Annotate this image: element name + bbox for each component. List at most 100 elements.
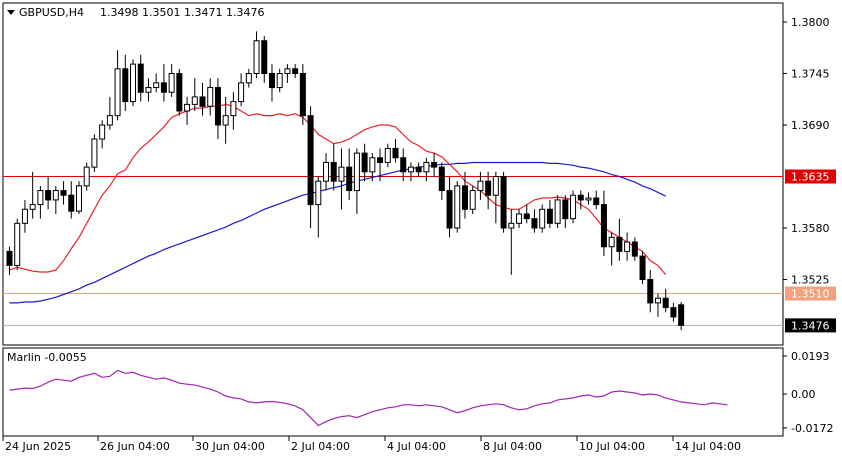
candle-body [99,124,106,140]
candle-body [407,166,414,173]
candle-body [531,218,538,229]
candle [407,162,414,182]
last-price-label-box [785,318,836,333]
candle [230,92,237,130]
candle-body [199,96,206,107]
candle-body [369,157,376,173]
candle-body [338,166,345,182]
candle-body [137,63,144,93]
candle-body [52,190,59,201]
level-label-1: 1.3635 [791,171,830,184]
candle [184,96,191,125]
symbol-dropdown-icon[interactable] [7,10,15,15]
candle [369,153,376,182]
candle-body [130,63,137,103]
candle [454,181,461,233]
candle [624,232,631,261]
candle [276,68,283,93]
candle [492,171,499,224]
candle-body [14,222,21,266]
candle [639,251,646,285]
candle-body [593,197,600,206]
candle-body [222,115,229,126]
candle [14,218,21,271]
candle-body [431,161,438,168]
candle [106,96,113,130]
candle-body [469,190,476,210]
candle [346,148,353,200]
candle-body [153,82,160,89]
candle-body [477,180,484,192]
candle [52,185,59,214]
indicator-tick-label: -0.0172 [791,422,833,435]
candle-body [392,147,399,159]
candle-body [616,236,623,252]
indicator-label: Marlin -0.0055 [7,351,87,364]
candle [353,148,360,214]
candle [508,209,515,275]
candle-body [307,115,314,206]
candle [83,162,90,191]
candle-body [299,73,306,117]
candle [500,171,507,233]
indicator-panel [2,347,784,437]
candle [6,246,13,275]
candle [68,181,75,219]
candle [678,301,685,331]
candle [616,218,623,261]
candle-body [45,190,52,201]
candle [562,195,569,228]
candle [485,171,492,210]
x-tick-label: 24 Jun 2025 [5,440,71,453]
candle [461,171,468,219]
candle [261,36,268,83]
candle-body [570,194,577,220]
candle [323,153,330,191]
candles [6,31,685,331]
candle-body [37,190,44,206]
candle [268,64,275,102]
candle-body [330,161,337,182]
candle-body [168,73,175,93]
candle-body [122,68,129,103]
candle [191,78,198,111]
candle-body [639,255,646,281]
candle [593,190,600,210]
candle [99,120,106,149]
candle [670,302,677,322]
candle-body [492,176,499,196]
marlin-layer [9,369,728,427]
candle [392,139,399,163]
upper-band-line [9,103,667,276]
candle [153,73,160,93]
candle [431,153,438,177]
candle-body [238,82,245,103]
candle [253,31,260,79]
candle-body [83,166,90,187]
candle [400,148,407,182]
candle-body [160,82,167,93]
candle-body [114,68,121,117]
price-axis: 1.3800 1.3745 1.3690 1.3580 1.3525 1.3635 1.35… [783,16,836,333]
candle-body [106,115,113,126]
candle [647,270,654,313]
candle [570,190,577,224]
candle [214,78,221,140]
candle [75,181,82,214]
candle [384,143,391,168]
candle-body [662,297,669,309]
marlin-line [9,369,728,427]
candle [45,176,52,210]
candle-body [384,147,391,163]
candle-body [361,152,368,173]
candle-body [678,304,685,326]
candle-body [608,236,615,248]
candle-body [353,152,360,192]
candle-body [654,297,661,304]
ma-layer [9,161,666,304]
candle [37,185,44,219]
candle-body [600,204,607,248]
candle-body [554,199,561,224]
x-tick-label: 2 Jul 04:00 [291,440,350,453]
